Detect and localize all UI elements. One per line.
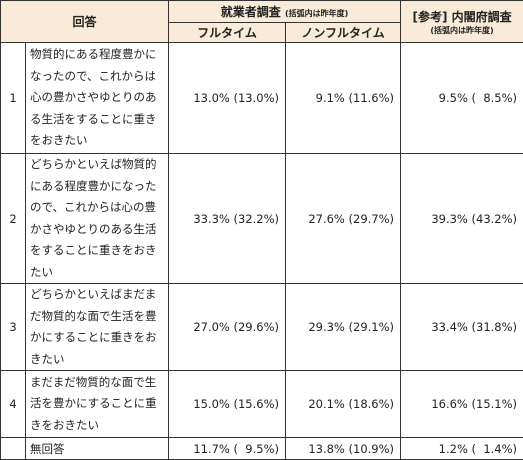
row: 2 どちらかといえば物質的にある程度豊かになったので、これからは心の豊かさやゆとり… [0, 153, 523, 284]
row: 3 どちらかといえばまだまだ物質的な面で生活を豊かにすることに重きをおきたい 27.… [0, 283, 523, 371]
full-time-value: 33.3% (32.2%) [168, 153, 287, 284]
header-reference: [参考] 内閣府調査 (括弧内は昨年度) [400, 0, 523, 43]
row-number [0, 437, 26, 460]
full-time-value: 13.0% (13.0%) [168, 42, 287, 154]
row-number: 2 [0, 153, 26, 284]
row-answer: 物質的にある程度豊かになったので、これからは心の豊かさやゆとりのある生活をするこ… [24, 42, 170, 154]
reference-value: 9.5% ( 8.5%) [400, 42, 523, 154]
row-answer: どちらかといえばまだまだ物質的な面で生活を豊かにすることに重きをおきたい [24, 283, 170, 371]
full-time-value: 15.0% (15.6%) [168, 370, 287, 438]
header-non-full-time: ノンフルタイム [285, 22, 402, 43]
header-answer: 回答 [0, 0, 170, 43]
reference-value: 33.4% (31.8%) [400, 283, 523, 371]
survey-note: (括弧内は昨年度) [284, 9, 349, 18]
reference-value: 16.6% (15.1%) [400, 370, 523, 438]
header-survey: 就業者調査 (括弧内は昨年度) [168, 0, 402, 23]
header-row: 回答 就業者調査 (括弧内は昨年度) [参考] 内閣府調査 (括弧内は昨年度) [0, 0, 523, 43]
row-number: 1 [0, 42, 26, 154]
row: 無回答 11.7% ( 9.5%) 13.8% (10.9%) 1.2% ( 1.4%… [0, 437, 523, 460]
row: 1 物質的にある程度豊かになったので、これからは心の豊かさやゆとりのある生活をする… [0, 42, 523, 154]
row-number: 3 [0, 283, 26, 371]
reference-value: 1.2% ( 1.4%) [400, 437, 523, 460]
survey-title: 就業者調査 [220, 5, 281, 19]
non-full-time-value: 27.6% (29.7%) [285, 153, 402, 284]
header-full-time: フルタイム [168, 22, 287, 43]
row-number: 4 [0, 370, 26, 438]
non-full-time-value: 29.3% (29.1%) [285, 283, 402, 371]
row-answer: どちらかといえば物質的にある程度豊かになったので、これからは心の豊かさやゆとりの… [24, 153, 170, 284]
row-answer: 無回答 [24, 437, 170, 460]
row: 4 まだまだ物質的な面で生活を豊かにすることに重きをおきたい 15.0% (15.6… [0, 370, 523, 438]
full-time-value: 11.7% ( 9.5%) [168, 437, 287, 460]
reference-title: [参考] 内閣府調査 [412, 9, 512, 24]
reference-value: 39.3% (43.2%) [400, 153, 523, 284]
non-full-time-value: 20.1% (18.6%) [285, 370, 402, 438]
row-answer: まだまだ物質的な面で生活を豊かにすることに重きをおきたい [24, 370, 170, 438]
header-row: フルタイム ノンフルタイム [1, 22, 523, 43]
reference-note: (括弧内は昨年度) [430, 25, 494, 35]
non-full-time-value: 13.8% (10.9%) [285, 437, 402, 460]
non-full-time-value: 9.1% (11.6%) [285, 42, 402, 154]
full-time-value: 27.0% (29.6%) [168, 283, 287, 371]
